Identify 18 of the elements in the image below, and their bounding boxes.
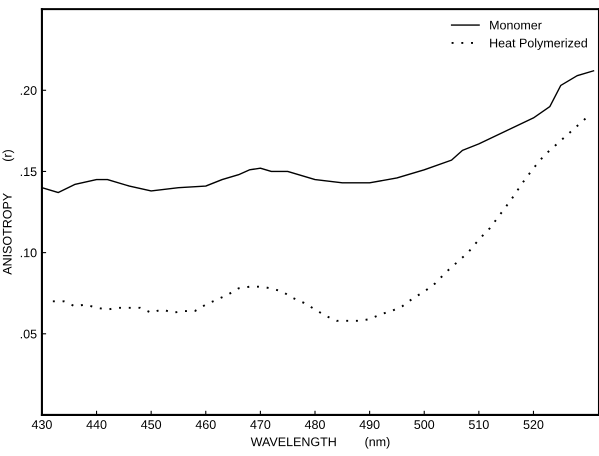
x-tick-label: 430	[32, 420, 52, 430]
x-tick-label: 450	[141, 420, 162, 430]
y-tick-label: .15	[20, 167, 37, 176]
legend-label: Heat Polymerized	[490, 38, 587, 50]
x-tick-label: 470	[250, 420, 270, 430]
x-tick-label: 520	[524, 420, 544, 430]
x-tick-label: 460	[196, 420, 216, 430]
legend-label: Monomer	[490, 20, 542, 30]
x-tick-label: 510	[468, 420, 489, 430]
x-tick-label: 490	[359, 420, 380, 430]
y-tick-label: .10	[20, 248, 37, 258]
y-axis-title: ANISOTROPY (r)	[2, 150, 14, 275]
y-tick-label: .20	[20, 86, 37, 95]
x-tick-label: 480	[304, 420, 325, 430]
x-tick-label: 440	[86, 420, 106, 430]
x-axis-title: WAVELENGTH (nm)	[250, 437, 390, 449]
y-tick-label: .05	[20, 330, 37, 338]
x-tick-label: 500	[414, 420, 434, 430]
